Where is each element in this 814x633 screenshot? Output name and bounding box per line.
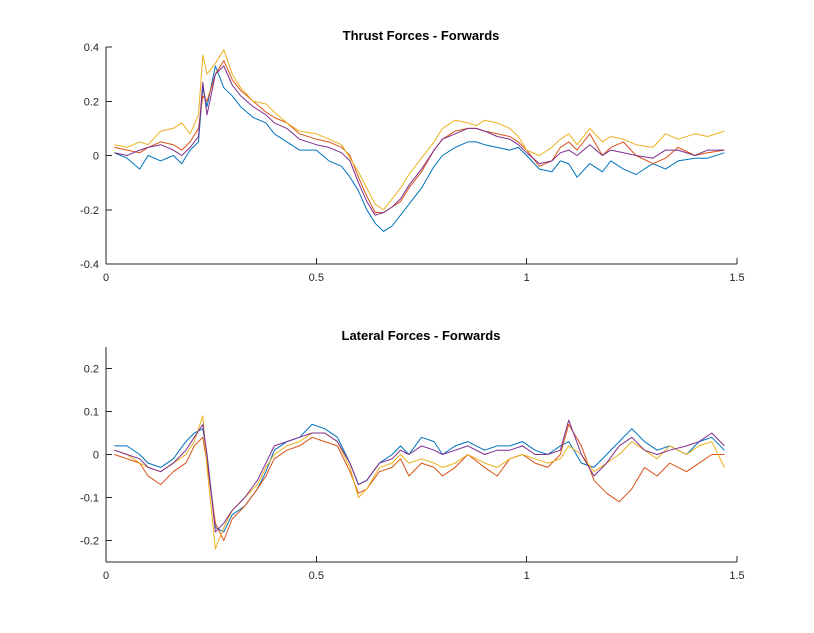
lateral-y-tick-label: 0 — [93, 450, 99, 462]
lateral-y-tick-label: -0.2 — [80, 536, 99, 548]
thrust-y-tick-label: 0.4 — [84, 42, 99, 54]
lateral-x-tick-label: 0.5 — [309, 570, 324, 582]
thrust-x-tick-label: 0 — [103, 272, 109, 284]
thrust-series-line-3 — [114, 49, 725, 211]
thrust-forces-title: Thrust Forces - Forwards — [343, 28, 500, 43]
lateral-forces-title: Lateral Forces - Forwards — [342, 328, 501, 343]
lateral-series-layer — [114, 415, 725, 550]
thrust-y-tick-label: -0.2 — [80, 205, 99, 217]
thrust-series-line-4 — [114, 65, 725, 216]
thrust-series-layer — [114, 49, 725, 232]
thrust-forces-subplot: Thrust Forces - Forwards 0 0.5 1 1.5 -0.4 -0.… — [80, 28, 745, 284]
lateral-x-tick-label: 1.5 — [729, 570, 744, 582]
thrust-x-tick-label: 1.5 — [729, 272, 744, 284]
thrust-y-tick-label: 0 — [93, 151, 99, 163]
lateral-y-tick-label: -0.1 — [80, 493, 99, 505]
lateral-y-tick-label: 0.2 — [84, 364, 99, 376]
lateral-y-tick-label: 0.1 — [84, 407, 99, 419]
lateral-axes: 0 0.5 1 1.5 -0.2 -0.1 0 0.1 0.2 — [80, 347, 745, 582]
lateral-x-tick-label: 1 — [524, 570, 530, 582]
thrust-axes: 0 0.5 1 1.5 -0.4 -0.2 0 0.2 0.4 — [80, 42, 745, 284]
lateral-x-tick-label: 0 — [103, 570, 109, 582]
lateral-forces-subplot: Lateral Forces - Forwards 0 0.5 1 1.5 -0.2 -0… — [80, 328, 745, 582]
thrust-y-tick-label: 0.2 — [84, 96, 99, 108]
thrust-x-tick-label: 1 — [524, 272, 530, 284]
thrust-y-tick-label: -0.4 — [80, 259, 99, 271]
lateral-series-line-4 — [114, 419, 725, 533]
thrust-x-tick-label: 0.5 — [309, 272, 324, 284]
lateral-series-line-3 — [114, 415, 725, 550]
